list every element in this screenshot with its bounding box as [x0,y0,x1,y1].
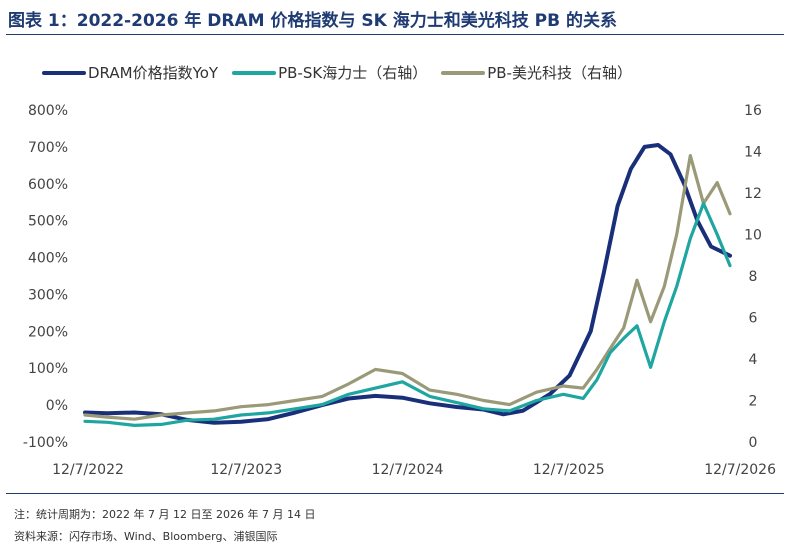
right-axis-tick-label: 12 [744,186,762,202]
legend-swatch-dram [42,70,86,75]
legend-swatch-micron [441,70,486,75]
legend-label-sk-hynix: PB-SK海力士（右轴） [278,64,428,82]
x-axis-ticks: 12/7/2022 12/7/2023 12/7/2024 12/7/2025 12/7… [52,462,776,478]
left-axis-tick-label: 400% [28,251,68,267]
series-line-dram [83,143,732,425]
left-axis-tick-label: 600% [28,177,68,193]
right-axis-tick-label: 2 [749,394,758,410]
left-axis-tick-label: 300% [28,287,68,303]
right-axis-tick-label: 10 [744,228,762,244]
left-axis-tick-label: 700% [28,140,68,156]
x-axis-tick-label: 12/7/2024 [372,462,444,478]
left-axis-tick-label: 500% [28,214,68,230]
left-axis-tick-label: 100% [28,361,68,377]
title-divider [6,34,784,35]
left-axis-ticks: -100% 0% 100% 200% 300% 400% 500% 600% 700% 800% [23,103,68,451]
right-axis-tick-label: 8 [749,269,758,285]
left-axis-tick-label: -100% [23,435,68,451]
x-axis-tick-label: 12/7/2023 [210,462,282,478]
legend: DRAM价格指数YoY PB-SK海力士（右轴） PB-美光科技（右轴） [42,62,646,83]
right-axis-tick-label: 14 [744,145,762,161]
line-chart: -100%0%100%200%300%400%500%600%700%800% … [23,103,776,478]
right-axis-tick-label: 4 [749,352,758,368]
series-line-sk-hynix [83,201,732,427]
series-lines [83,143,732,427]
footer-divider [6,493,784,494]
source-note: 资料来源：闪存市场、Wind、Bloomberg、浦银国际 [14,530,278,543]
x-axis-tick-label: 12/7/2025 [533,462,605,478]
right-axis-tick-label: 0 [749,435,758,451]
legend-swatch-sk-hynix [232,70,277,75]
x-axis-tick-label: 12/7/2026 [704,462,776,478]
legend-item-micron: PB-美光科技（右轴） [441,62,632,83]
left-axis-tick-label: 0% [46,398,68,414]
left-axis-tick-label: 800% [28,103,68,119]
period-note: 注：统计周期为：2022 年 7 月 12 日至 2026 年 7 月 14 日 [14,508,316,521]
series-line-micron [83,153,732,421]
legend-label-dram: DRAM价格指数YoY [88,64,219,82]
right-axis-tick-label: 16 [744,103,762,119]
legend-item-sk-hynix: PB-SK海力士（右轴） [232,62,427,83]
legend-item-dram: DRAM价格指数YoY [42,62,218,83]
x-axis-tick-label: 12/7/2022 [52,462,124,478]
legend-label-micron: PB-美光科技（右轴） [487,64,632,82]
right-axis-tick-label: 6 [749,311,758,327]
left-axis-tick-label: 200% [28,324,68,340]
chart-title: 图表 1：2022-2026 年 DRAM 价格指数与 SK 海力士和美光科技 … [8,11,617,31]
right-axis-ticks: 0 2 4 6 8 10 12 14 16 [744,103,762,451]
